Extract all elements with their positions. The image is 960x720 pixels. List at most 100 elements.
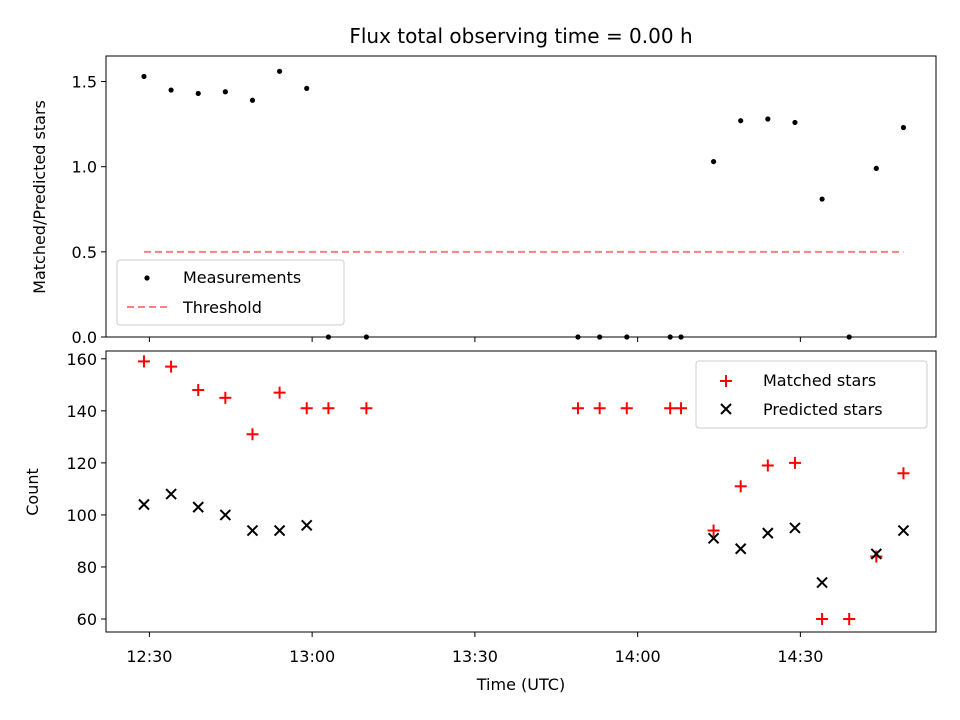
- matched-star-point: [571, 402, 584, 415]
- measurement-point: [597, 334, 603, 340]
- predicted-star-point: [192, 501, 204, 513]
- measurement-point: [168, 87, 174, 93]
- matched-star-point: [137, 355, 150, 368]
- measurement-point: [873, 165, 879, 171]
- predicted-star-point: [734, 543, 747, 555]
- measurement-point: [222, 89, 228, 95]
- predicted-star-point: [219, 509, 232, 521]
- top-panel: 0.0 0.5 1.0 1.5 Matched/Predicted stars Mea…: [30, 55, 937, 347]
- measurement-point: [304, 85, 310, 91]
- x-tick-label: 13:30: [452, 647, 498, 666]
- legend-matched-marker: [720, 375, 732, 387]
- x-tick-label: 13:00: [289, 647, 335, 666]
- matched-star-point: [664, 402, 677, 415]
- y-tick-label: 1.0: [72, 158, 97, 177]
- matched-star-point: [897, 467, 910, 480]
- matched-star-point: [761, 459, 774, 472]
- matched-star-point: [788, 456, 801, 469]
- y-tick-label: 140: [66, 402, 97, 421]
- measurement-point: [900, 124, 907, 131]
- x-stroke-b: [762, 527, 774, 539]
- x-tick-label: 14:00: [615, 647, 661, 666]
- measurement-point: [765, 116, 771, 122]
- bottom-x-ticks: 12:30 13:00 13:30 14:00 14:30: [126, 632, 823, 666]
- x-stroke-b: [273, 524, 286, 537]
- x-stroke-b: [734, 543, 747, 555]
- bottom-legend-box: [695, 360, 928, 429]
- measurement-point: [141, 73, 147, 80]
- legend-predicted-label: Predicted stars: [763, 400, 883, 419]
- predicted-star-point: [897, 524, 910, 537]
- legend-threshold-label: Threshold: [182, 298, 262, 317]
- matched-star-point: [360, 402, 373, 415]
- predicted-star-point: [816, 576, 828, 589]
- measurement-point: [276, 68, 283, 74]
- matched-star-point: [300, 402, 313, 415]
- legend-predicted-marker: [720, 403, 732, 415]
- predicted-star-point: [273, 524, 286, 537]
- bottom-legend: Matched stars Predicted stars: [695, 360, 928, 429]
- y-tick-label: 160: [66, 350, 97, 369]
- matched-star-point: [593, 402, 606, 415]
- top-y-ticks: 0.0 0.5 1.0 1.5: [72, 73, 106, 347]
- top-panel-marks: [141, 68, 907, 340]
- measurement-point: [325, 334, 332, 340]
- x-tick-label: 14:30: [777, 647, 823, 666]
- x-stroke-b: [816, 576, 828, 589]
- predicted-star-point: [707, 532, 720, 545]
- matched-star-point: [165, 360, 178, 373]
- predicted-star-point: [246, 524, 259, 537]
- y-tick-label: 60: [77, 610, 97, 629]
- measurement-point: [819, 196, 825, 202]
- matched-star-point: [219, 391, 232, 404]
- measurement-point: [363, 334, 369, 340]
- matched-star-point: [675, 402, 688, 415]
- x-stroke-b: [192, 501, 204, 513]
- matched-star-point: [192, 384, 205, 397]
- top-x-ticks: [148, 337, 801, 342]
- y-tick-label: 100: [66, 506, 97, 525]
- bottom-panel: 60 80 100 120 140 160 12:30 13:00 13:30 14:00 14:…: [23, 350, 937, 694]
- legend-measurements-marker: [144, 275, 150, 281]
- y-tick-label: 1.5: [72, 73, 97, 92]
- measurement-point: [195, 90, 201, 97]
- matched-star-point: [816, 612, 829, 625]
- matched-star-point: [707, 524, 720, 537]
- predicted-star-point: [301, 519, 313, 532]
- x-stroke-b: [301, 519, 313, 532]
- matched-star-point: [322, 402, 335, 415]
- y-tick-label: 120: [66, 454, 97, 473]
- top-chart-title: Flux total observing time = 0.00 h: [349, 24, 692, 48]
- measurement-point: [678, 334, 684, 340]
- bottom-y-ticks: 60 80 100 120 140 160: [66, 350, 106, 629]
- measurement-point: [624, 334, 630, 340]
- y-tick-label: 80: [77, 558, 97, 577]
- measurement-point: [575, 334, 581, 340]
- x-stroke-b: [789, 522, 801, 534]
- measurement-point: [846, 334, 852, 340]
- predicted-star-point: [138, 498, 150, 511]
- x-stroke-b: [219, 509, 232, 521]
- x-stroke-b: [165, 488, 177, 500]
- predicted-star-point: [870, 548, 883, 560]
- x-stroke-b: [138, 498, 150, 511]
- bottom-axes-frame: [105, 350, 937, 633]
- predicted-star-point: [789, 522, 801, 534]
- matched-star-point: [246, 428, 259, 441]
- x-stroke-b: [897, 524, 910, 537]
- bottom-panel-marks: [137, 355, 910, 625]
- top-legend-box: [116, 259, 345, 326]
- x-stroke-b: [246, 524, 259, 537]
- matched-star-point: [620, 402, 633, 415]
- matched-star-point: [843, 612, 856, 625]
- top-axes-frame: [105, 55, 937, 338]
- legend-measurements-label: Measurements: [183, 268, 301, 287]
- y-tick-label: 0.0: [72, 328, 97, 347]
- x-axis-label: Time (UTC): [476, 675, 565, 694]
- measurement-point: [738, 118, 744, 124]
- top-legend: Measurements Threshold: [116, 259, 345, 326]
- measurement-point: [667, 334, 673, 340]
- top-y-axis-label: Matched/Predicted stars: [30, 100, 49, 294]
- x-stroke-b: [707, 532, 720, 545]
